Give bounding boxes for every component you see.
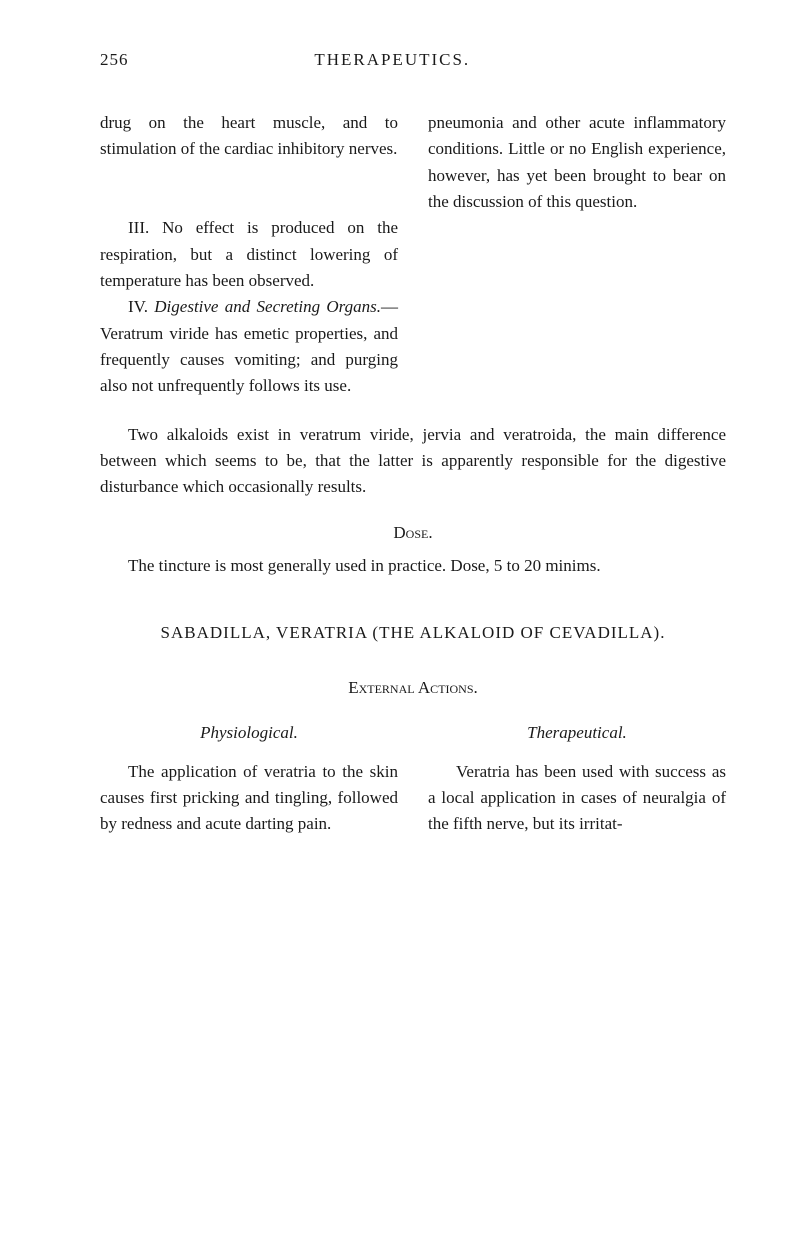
left-column-2: III. No effect is produced on the respir…: [100, 215, 398, 399]
page-title: THERAPEUTICS.: [89, 50, 697, 70]
para-tincture: The tincture is most generally used in p…: [100, 553, 726, 579]
physiological-header: Physiological.: [100, 720, 398, 746]
subsection-title: External Actions.: [100, 678, 726, 698]
therapeutical-text: Veratria has been used with success as a…: [428, 759, 726, 838]
left-column: drug on the heart muscle, and to stimula…: [100, 110, 398, 215]
para-left-2: III. No effect is produced on the respir…: [100, 215, 398, 294]
physiological-text: The application of veratria to the skin …: [100, 759, 398, 838]
two-column-section-2: III. No effect is produced on the respir…: [100, 215, 726, 399]
para-left-1: drug on the heart muscle, and to stimula…: [100, 110, 398, 163]
page-header: 256 THERAPEUTICS.: [100, 50, 726, 70]
right-column: pneumonia and other acute inflammatory c…: [428, 110, 726, 215]
two-column-section-1: drug on the heart muscle, and to stimula…: [100, 110, 726, 215]
therapeutical-header: Therapeutical.: [428, 720, 726, 746]
section-title: SABADILLA, VERATRIA (THE ALKALOID OF CEV…: [100, 619, 726, 646]
para-left-3-italic: Digestive and Secreting Organs.: [154, 297, 381, 316]
para-right-1: pneumonia and other acute inflammatory c…: [428, 110, 726, 215]
para-left-3-prefix: IV.: [128, 297, 154, 316]
physiological-column: Physiological. The application of veratr…: [100, 720, 398, 837]
para-left-3: IV. Digestive and Secreting Organs.—Vera…: [100, 294, 398, 399]
two-column-actions: Physiological. The application of veratr…: [100, 720, 726, 837]
dose-header: Dose.: [100, 523, 726, 543]
para-alkaloids: Two alkaloids exist in veratrum viride, …: [100, 422, 726, 501]
therapeutical-column: Therapeutical. Veratria has been used wi…: [428, 720, 726, 837]
right-column-2: [428, 215, 726, 399]
